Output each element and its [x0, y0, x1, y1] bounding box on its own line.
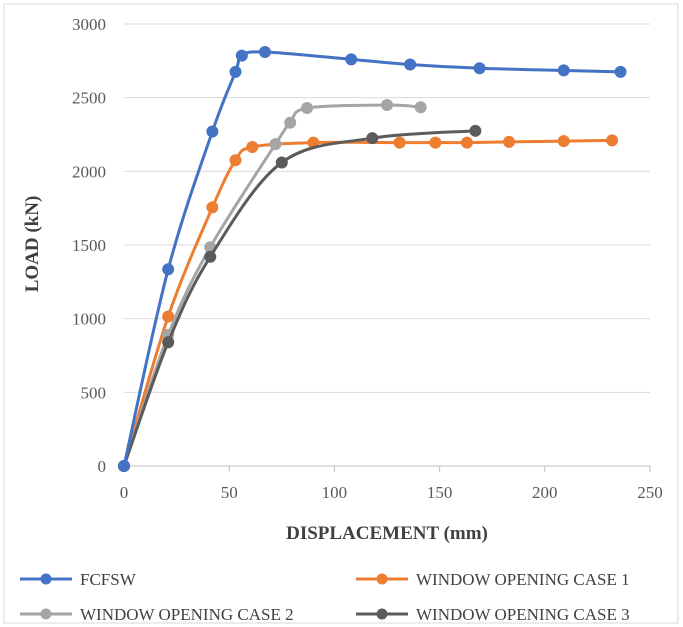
data-point	[162, 336, 175, 349]
legend-marker	[40, 608, 52, 620]
legend: FCFSW WINDOW OPENING CASE 1 WINDOW OPENING…	[20, 570, 630, 624]
data-point	[429, 136, 442, 149]
legend-marker	[376, 573, 388, 585]
x-axis-title: DISPLACEMENT (mm)	[286, 523, 488, 544]
series-line	[122, 129, 477, 468]
data-point	[557, 64, 570, 77]
y-tick-label: 0	[98, 457, 107, 476]
data-point	[246, 141, 259, 154]
x-tick-label: 0	[120, 483, 129, 502]
data-point	[503, 135, 516, 148]
chart-border	[3, 3, 679, 624]
y-tick-label: 1000	[72, 310, 106, 329]
data-point	[204, 250, 217, 263]
x-axis-ticks: 0 50 100 150 200 250	[120, 483, 663, 502]
series-group	[118, 45, 627, 472]
x-tick-label: 100	[322, 483, 348, 502]
legend-marker	[40, 573, 52, 585]
data-point	[275, 156, 288, 169]
legend-label: WINDOW OPENING CASE 3	[416, 605, 630, 624]
data-point	[473, 62, 486, 75]
legend-marker	[376, 608, 388, 620]
data-point	[284, 116, 297, 129]
y-tick-label: 2500	[72, 89, 106, 108]
y-tick-label: 1500	[72, 236, 106, 255]
data-point	[460, 136, 473, 149]
data-point	[614, 65, 627, 78]
legend-item-1: FCFSW	[20, 570, 137, 589]
data-point	[206, 125, 219, 138]
data-point	[118, 460, 130, 472]
data-point	[162, 263, 175, 276]
y-tick-label: 500	[81, 383, 107, 402]
data-point	[557, 135, 570, 148]
data-point	[162, 310, 175, 323]
x-tick-label: 150	[427, 483, 453, 502]
legend-label: FCFSW	[80, 570, 137, 589]
data-point	[404, 58, 417, 71]
y-axis-title: LOAD (kN)	[22, 196, 43, 293]
x-tick-label: 250	[637, 483, 663, 502]
data-point	[258, 45, 271, 58]
data-point	[235, 49, 248, 62]
x-tick-label: 200	[532, 483, 558, 502]
data-point	[381, 99, 393, 112]
legend-item-3: WINDOW OPENING CASE 2	[20, 605, 294, 624]
x-tick-label: 50	[221, 483, 238, 502]
data-point	[229, 65, 242, 78]
data-point	[393, 136, 406, 149]
data-point	[229, 154, 242, 167]
series-1	[118, 45, 627, 472]
y-tick-label: 2000	[72, 162, 106, 181]
series-line	[122, 50, 623, 468]
data-point	[269, 138, 282, 151]
data-point	[301, 101, 314, 114]
y-axis-ticks: 0 500 1000 1500 2000 2500 3000	[72, 15, 106, 476]
legend-item-2: WINDOW OPENING CASE 1	[356, 570, 630, 589]
legend-item-4: WINDOW OPENING CASE 3	[356, 605, 630, 624]
data-point	[469, 124, 482, 137]
y-tick-label: 3000	[72, 15, 106, 34]
legend-label: WINDOW OPENING CASE 1	[416, 570, 630, 589]
legend-label: WINDOW OPENING CASE 2	[80, 605, 294, 624]
data-point	[414, 101, 427, 114]
data-point	[366, 132, 379, 145]
data-point	[206, 201, 219, 214]
data-point	[345, 53, 358, 66]
data-point	[606, 134, 619, 147]
